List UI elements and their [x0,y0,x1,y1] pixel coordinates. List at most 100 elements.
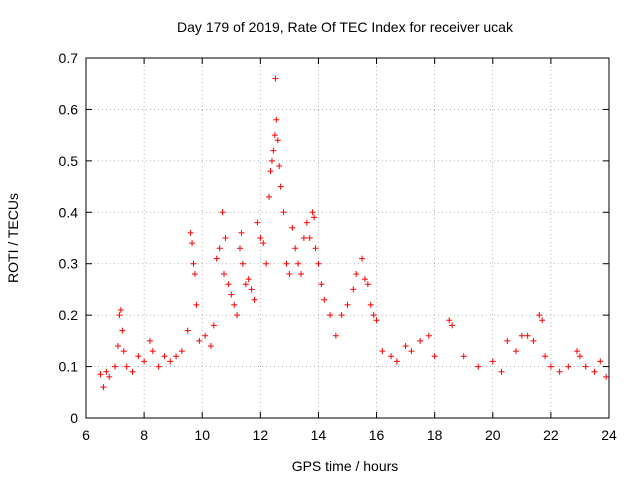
data-point [518,332,525,339]
data-point [402,343,409,349]
x-tick-label: 12 [253,427,269,443]
plot-frame [85,57,610,419]
data-point [266,193,273,200]
data-point [364,281,371,288]
data-point [446,317,453,324]
data-point [270,147,277,154]
data-point [321,296,328,303]
data-point [408,348,415,355]
data-point [228,291,235,298]
data-point [129,368,136,375]
data-point [219,209,226,216]
data-point [565,363,572,370]
data-point [373,317,380,324]
data-point [216,245,223,252]
y-tick-label: 0.4 [59,204,79,220]
data-point [539,317,546,324]
data-point [576,353,583,360]
data-point [236,245,243,252]
data-point [370,312,377,319]
data-point [187,229,194,236]
data-point [123,363,130,370]
data-point [207,343,214,349]
data-point [242,281,249,288]
data-point [312,245,319,252]
data-point [582,363,589,370]
data-point [119,327,126,334]
data-point [184,327,191,334]
data-point [574,348,581,355]
data-point [202,332,209,339]
y-tick-label: 0 [70,410,78,426]
data-point [298,271,305,277]
data-point [222,235,229,241]
data-point [196,337,203,344]
data-point [309,209,316,216]
data-point [117,307,124,313]
data-point [388,353,395,360]
x-tick-label: 10 [194,427,210,443]
data-point [475,363,482,370]
data-point [327,312,334,319]
data-point [161,353,168,360]
y-tick-label: 0.3 [59,256,79,272]
data-point [149,348,156,355]
data-point [114,343,121,349]
x-tick-labels: 6 8 10 12 14 16 18 20 22 24 [82,427,617,443]
y-tick-labels: 0 0.1 0.2 0.3 0.4 0.5 0.6 0.7 [59,50,79,426]
data-point [359,255,366,262]
data-point [238,229,245,236]
data-point [393,358,400,365]
data-point [257,235,264,241]
data-point [603,373,610,380]
y-tick-label: 0.7 [59,50,79,66]
data-point [273,116,280,123]
grid-lines [86,58,609,418]
x-tick-label: 14 [311,427,327,443]
data-point [513,348,520,355]
x-tick-label: 18 [427,427,443,443]
data-point [460,353,467,360]
data-point [276,163,283,169]
data-point [167,358,174,365]
data-point [318,281,325,288]
data-point [178,348,185,355]
x-tick-label: 22 [543,427,559,443]
data-point [100,384,107,391]
data-point [191,271,198,277]
data-point [311,214,318,221]
data-point [120,348,127,355]
x-tick-label: 8 [140,427,148,443]
data-point [530,337,537,344]
data-point [597,358,604,365]
data-point [260,240,267,247]
data-point [155,363,162,370]
data-point [213,255,220,262]
data-point [254,219,261,226]
data-point [300,235,307,241]
data-point [303,219,310,226]
data-point [295,260,302,267]
data-point [542,353,549,360]
axis-ticks [85,57,610,419]
data-point [116,312,123,319]
data-point [353,271,360,277]
data-point [210,322,217,329]
x-tick-label: 20 [485,427,501,443]
data-point [524,332,531,339]
chart-title: Day 179 of 2019, Rate Of TEC Index for r… [177,19,514,35]
data-point [431,353,438,360]
data-point [189,240,196,247]
y-tick-label: 0.1 [59,359,79,375]
data-point [417,337,424,344]
data-point [283,260,290,267]
y-tick-label: 0.5 [59,153,79,169]
data-point [268,157,275,164]
data-point [489,358,496,365]
data-point [350,286,357,293]
data-point [449,322,456,329]
y-tick-label: 0.2 [59,307,79,323]
data-point [367,301,374,308]
data-point [306,235,313,241]
data-point [338,312,345,319]
